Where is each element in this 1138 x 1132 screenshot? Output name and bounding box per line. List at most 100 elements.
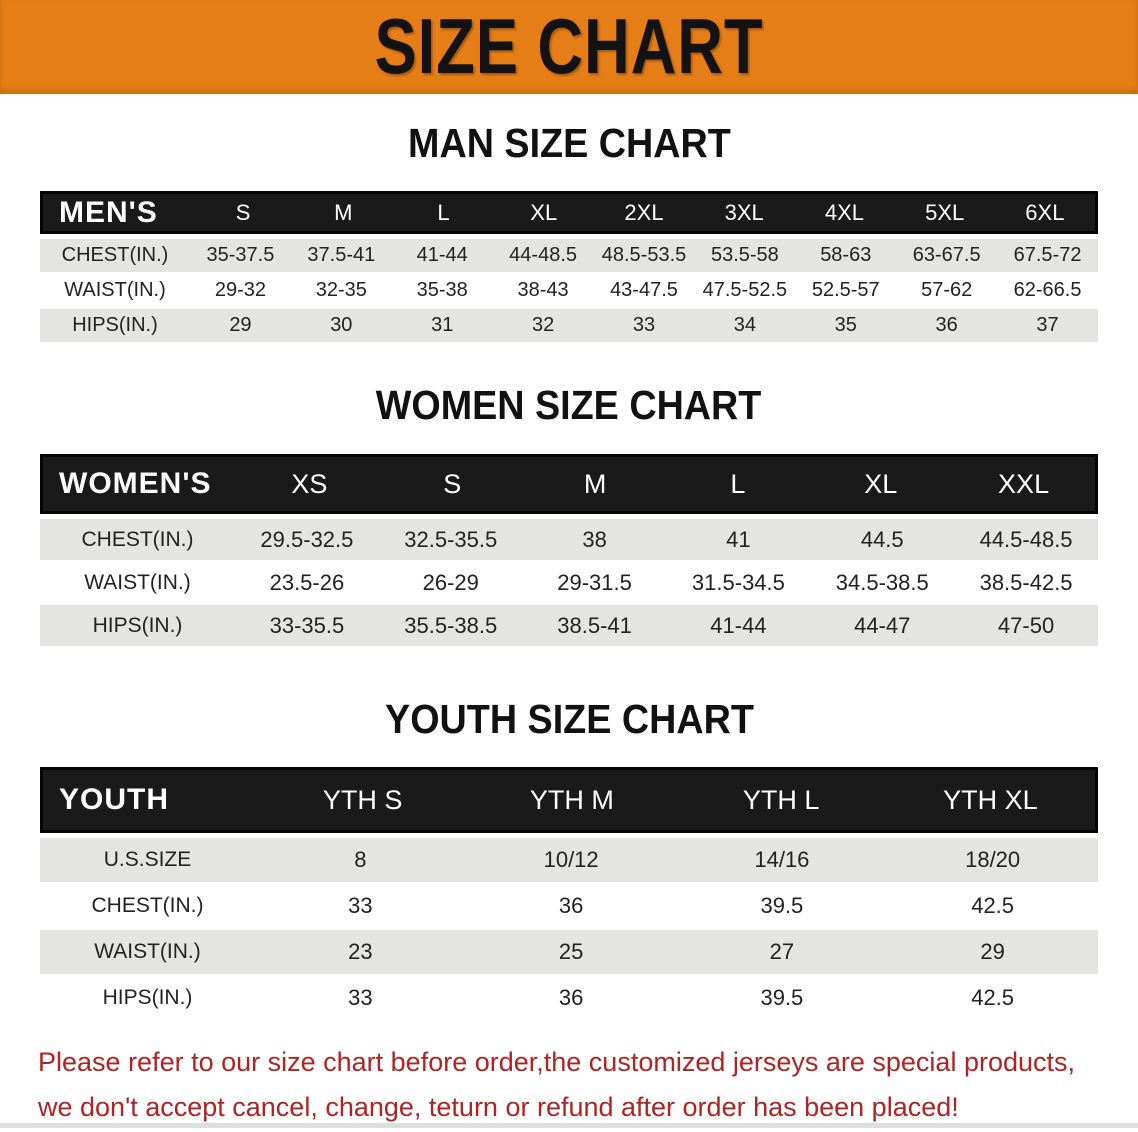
- womens-column-header: M: [583, 468, 607, 499]
- youth-cell: 33: [348, 893, 373, 918]
- womens-cell: 38: [582, 526, 607, 552]
- youth-column-header: YTH XL: [943, 784, 1038, 815]
- mens-cell: 32: [531, 314, 555, 336]
- womens-cell: 41: [726, 526, 751, 552]
- size-chart-banner: SIZE CHART: [0, 0, 1138, 94]
- youth-row-label: HIPS(IN.): [102, 986, 193, 1009]
- womens-column-header: XXL: [998, 468, 1050, 499]
- womens-cell: 34.5-38.5: [835, 569, 929, 595]
- mens-cell: 57-62: [921, 279, 973, 301]
- man-size-chart-title: MAN SIZE CHART: [407, 120, 731, 166]
- womens-cell: 29-31.5: [557, 569, 632, 595]
- mens-column-header: 4XL: [824, 199, 865, 225]
- youth-row-label: U.S.SIZE: [103, 848, 192, 871]
- mens-cell: 67.5-72: [1013, 244, 1082, 266]
- bottom-edge-strip: [0, 1123, 1138, 1128]
- mens-column-header: 5XL: [925, 199, 965, 225]
- mens-column-header: 2XL: [624, 199, 664, 225]
- youth-cell: 23: [348, 939, 373, 964]
- mens-cell: 35-37.5: [206, 244, 275, 266]
- youth-row-label: WAIST(IN.): [94, 940, 201, 963]
- womens-cell: 38.5-42.5: [979, 569, 1073, 595]
- mens-cell: 37.5-41: [307, 244, 376, 266]
- mens-size-table: MEN'S S M L XL 2XL 3XL 4XL 5XL 6XL CHEST(IN.) 35-37…: [40, 191, 1098, 342]
- youth-cell: 39.5: [760, 985, 804, 1010]
- womens-cell: 41-44: [710, 612, 767, 638]
- disclaimer-line-2: we don't accept cancel, change, teturn o…: [38, 1092, 959, 1122]
- youth-column-header: YTH M: [529, 784, 614, 815]
- disclaimer-line-1: Please refer to our size chart before or…: [38, 1047, 1076, 1077]
- mens-cell: 35-38: [416, 279, 468, 301]
- youth-cell: 8: [354, 847, 367, 872]
- womens-cell: 35.5-38.5: [404, 612, 498, 638]
- womens-cell: 47-50: [997, 612, 1055, 638]
- youth-data-row: WAIST(IN.) 23 25 27 29: [40, 928, 1098, 974]
- mens-cell: 32-35: [315, 279, 367, 301]
- womens-row-label: WAIST(IN.): [84, 570, 191, 594]
- mens-header-label: MEN'S: [59, 195, 158, 229]
- mens-cell: 30: [330, 314, 353, 336]
- womens-cell: 44.5: [860, 526, 904, 552]
- youth-column-header: YTH S: [322, 784, 403, 815]
- womens-cell: 44.5-48.5: [979, 526, 1073, 552]
- youth-data-row: CHEST(IN.) 33 36 39.5 42.5: [40, 882, 1098, 928]
- youth-data-row: HIPS(IN.) 33 36 39.5 42.5: [40, 974, 1098, 1020]
- youth-cell: 33: [348, 985, 373, 1010]
- mens-row-label: WAIST(IN.): [64, 279, 166, 301]
- womens-cell: 31.5-34.5: [691, 569, 785, 595]
- mens-cell: 29-32: [214, 279, 267, 301]
- mens-data-row: HIPS(IN.) 29 30 31 32 33 34 35 36 37: [40, 307, 1098, 342]
- mens-cell: 29: [229, 314, 252, 336]
- youth-cell: 42.5: [971, 985, 1015, 1010]
- mens-column-header: 3XL: [724, 199, 764, 225]
- order-disclaimer: Please refer to our size chart before or…: [38, 1040, 1138, 1130]
- womens-cell: 23.5-26: [269, 569, 345, 595]
- womens-column-header: XL: [864, 468, 898, 499]
- womens-cell: 33-35.5: [269, 612, 345, 638]
- mens-row-label: CHEST(IN.): [61, 244, 169, 266]
- mens-column-header: XL: [530, 199, 558, 225]
- youth-cell: 36: [558, 985, 584, 1010]
- youth-header-label: YOUTH: [59, 783, 169, 816]
- womens-column-header: L: [730, 468, 746, 499]
- womens-header-row: WOMEN'S XS S M L XL XXL: [40, 454, 1098, 514]
- mens-row-label: HIPS(IN.): [72, 314, 158, 336]
- mens-header-row: MEN'S S M L XL 2XL 3XL 4XL 5XL 6XL: [40, 191, 1098, 234]
- mens-cell: 31: [431, 314, 454, 336]
- banner-title: SIZE CHART: [374, 3, 764, 91]
- mens-cell: 47.5-52.5: [702, 279, 788, 301]
- youth-row-label: CHEST(IN.): [91, 894, 204, 917]
- mens-cell: 43-47.5: [610, 279, 678, 301]
- mens-column-header: S: [235, 199, 251, 225]
- mens-cell: 34: [733, 314, 756, 336]
- womens-header-label: WOMEN'S: [59, 467, 212, 500]
- mens-cell: 36: [935, 314, 958, 336]
- womens-size-table: WOMEN'S XS S M L XL XXL CHEST(IN.) 29.5-32.5 32.5…: [40, 454, 1098, 646]
- mens-data-row: CHEST(IN.) 35-37.5 37.5-41 41-44 44-48.5 48.5…: [40, 237, 1098, 272]
- womens-cell: 26-29: [422, 569, 479, 595]
- womens-cell: 38.5-41: [557, 612, 632, 638]
- youth-cell: 18/20: [965, 847, 1021, 872]
- mens-cell: 38-43: [517, 279, 569, 301]
- mens-cell: 58-63: [820, 244, 872, 266]
- womens-data-row: CHEST(IN.) 29.5-32.5 32.5-35.5 38 41 44.5 44.5…: [40, 517, 1098, 560]
- youth-cell: 42.5: [971, 893, 1015, 918]
- mens-column-header: L: [437, 199, 450, 225]
- womens-data-row: HIPS(IN.) 33-35.5 35.5-38.5 38.5-41 41-44 44-…: [40, 603, 1098, 646]
- mens-cell: 48.5-53.5: [601, 244, 687, 266]
- man-section-header: MAN SIZE CHART: [0, 120, 1138, 167]
- women-size-chart-title: WOMEN SIZE CHART: [376, 382, 762, 428]
- youth-size-chart-title: YOUTH SIZE CHART: [384, 696, 754, 742]
- youth-section-header: YOUTH SIZE CHART: [0, 696, 1138, 743]
- mens-cell: 53.5-58: [710, 244, 779, 266]
- womens-cell: 32.5-35.5: [404, 526, 498, 552]
- youth-column-header: YTH L: [742, 784, 820, 815]
- mens-column-header: M: [334, 199, 353, 225]
- mens-cell: 37: [1036, 314, 1059, 336]
- womens-column-header: XS: [291, 468, 328, 499]
- youth-cell: 36: [558, 893, 584, 918]
- youth-cell: 27: [769, 939, 795, 964]
- mens-cell: 41-44: [416, 244, 468, 266]
- mens-cell: 33: [632, 314, 656, 336]
